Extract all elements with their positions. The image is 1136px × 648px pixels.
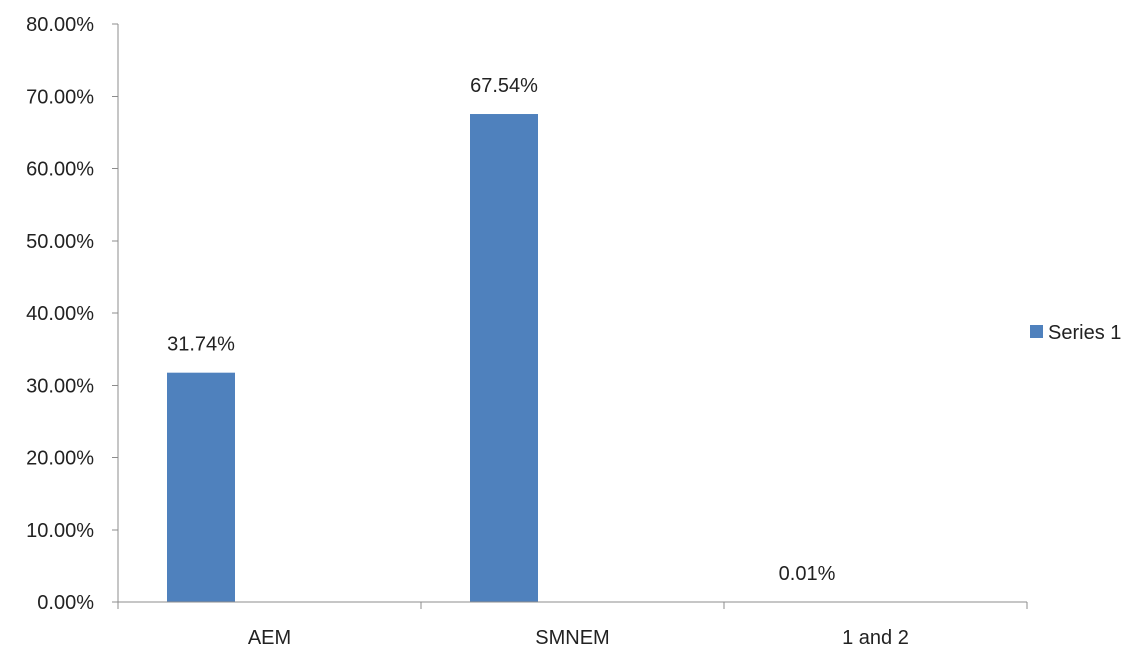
bar-value-label: 31.74% [167, 334, 235, 356]
y-tick-label: 30.00% [26, 375, 94, 397]
x-category-label: AEM [248, 627, 291, 648]
bar-value-label: 0.01% [779, 563, 836, 585]
legend: Series 1 [1030, 322, 1121, 344]
legend-swatch [1030, 325, 1043, 338]
y-tick-label: 70.00% [26, 86, 94, 108]
bars [167, 114, 841, 602]
y-tick-label: 0.00% [37, 592, 94, 614]
y-tick-label: 50.00% [26, 231, 94, 253]
y-tick-label: 80.00% [26, 14, 94, 36]
bar [470, 114, 538, 602]
y-axis-ticks: 0.00% 10.00% 20.00% 30.00% 40.00% 50.00% 60.00… [26, 14, 118, 614]
x-category-label: SMNEM [535, 627, 609, 648]
y-tick-label: 40.00% [26, 303, 94, 325]
bar [167, 372, 235, 602]
y-tick-label: 10.00% [26, 520, 94, 542]
bar-value-label: 67.54% [470, 75, 538, 97]
y-tick-label: 20.00% [26, 448, 94, 470]
x-category-label: 1 and 2 [842, 627, 909, 648]
x-axis-ticks: AEM SMNEM 1 and 2 [117, 602, 1028, 648]
legend-label: Series 1 [1048, 322, 1121, 344]
y-tick-label: 60.00% [26, 159, 94, 181]
data-labels: 31.74% 67.54% 0.01% [167, 75, 835, 585]
